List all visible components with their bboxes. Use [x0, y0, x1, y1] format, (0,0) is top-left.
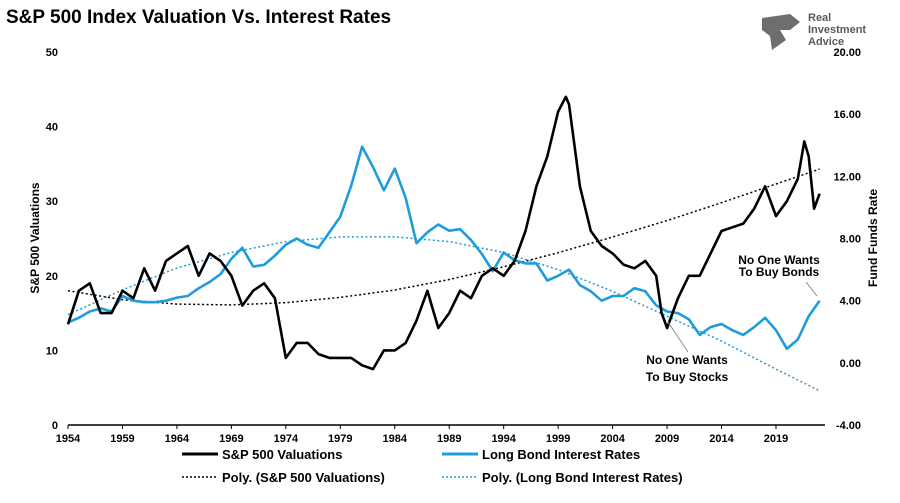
x-tick-label: 1979	[328, 433, 352, 445]
y-right-tick-label: 16.00	[833, 109, 861, 121]
y-right-tick-label: 12.00	[833, 171, 861, 183]
x-tick-label: 1974	[274, 433, 299, 445]
y-right-tick-label: 8.00	[840, 234, 861, 246]
annotation-stocks-line-2: To Buy Stocks	[646, 370, 729, 384]
chart-title: S&P 500 Index Valuation Vs. Interest Rat…	[6, 7, 391, 28]
legend-label-sp500-poly: Poly. (S&P 500 Valuations)	[222, 470, 385, 485]
y-right-label: Fund Funds Rate	[866, 189, 880, 287]
annotation-bonds-leader	[805, 281, 818, 297]
y-right-tick-label: 4.00	[840, 296, 861, 308]
legend-label-sp500: S&P 500 Valuations	[222, 447, 342, 462]
x-tick-label: 1964	[165, 433, 190, 445]
brand-line-3: Advice	[808, 36, 844, 48]
y-left-tick-label: 50	[46, 47, 58, 59]
legend: S&P 500 Valuations Long Bond Interest Ra…	[182, 447, 683, 485]
series-line-sp500	[66, 95, 821, 371]
brand-line-2: Investment	[808, 24, 866, 36]
annotation-bonds-line-2: To Buy Bonds	[739, 265, 820, 279]
y-left-tick-label: 0	[52, 420, 58, 432]
brand-line-1: Real	[808, 12, 831, 24]
legend-label-long-bond-poly: Poly. (Long Bond Interest Rates)	[482, 470, 683, 485]
x-tick-label: 1954	[56, 433, 81, 445]
y-right-tick-label: 20.00	[833, 47, 861, 59]
y-right-tick-label: -4.00	[836, 420, 861, 432]
y-left-tick-label: 10	[46, 345, 58, 357]
annotation-stocks-line-1: No One Wants	[646, 353, 728, 367]
x-tick-label: 1999	[546, 433, 570, 445]
axes: 1954 1959 1964 1969 1974 1979 1984 1989 1994 1999…	[46, 47, 861, 445]
x-tick-label: 1989	[437, 433, 461, 445]
y-left-tick-label: 40	[46, 122, 58, 134]
brand-logo: Real Investment Advice	[762, 12, 866, 50]
y-right-tick-label: 0.00	[840, 358, 861, 370]
x-tick-label: 1959	[110, 433, 134, 445]
y-left-label: S&P 500 Valuations	[28, 182, 42, 293]
series-line-long-bond	[67, 145, 821, 351]
x-tick-label: 1994	[491, 433, 516, 445]
x-tick-label: 1984	[383, 433, 408, 445]
x-tick-label: 2009	[655, 433, 679, 445]
x-tick-label: 2004	[600, 433, 625, 445]
trendline-sp500-poly	[67, 168, 820, 306]
eagle-icon	[762, 14, 800, 50]
y-left-tick-label: 20	[46, 271, 58, 283]
annotation-bonds-line-1: No One Wants	[738, 253, 820, 267]
legend-label-long-bond: Long Bond Interest Rates	[482, 447, 640, 462]
y-left-tick-label: 30	[46, 196, 58, 208]
x-tick-label: 2019	[764, 433, 788, 445]
x-tick-label: 1969	[219, 433, 243, 445]
x-tick-label: 2014	[709, 433, 734, 445]
plot-area	[66, 95, 821, 392]
annotation-stocks-leader	[667, 321, 689, 353]
